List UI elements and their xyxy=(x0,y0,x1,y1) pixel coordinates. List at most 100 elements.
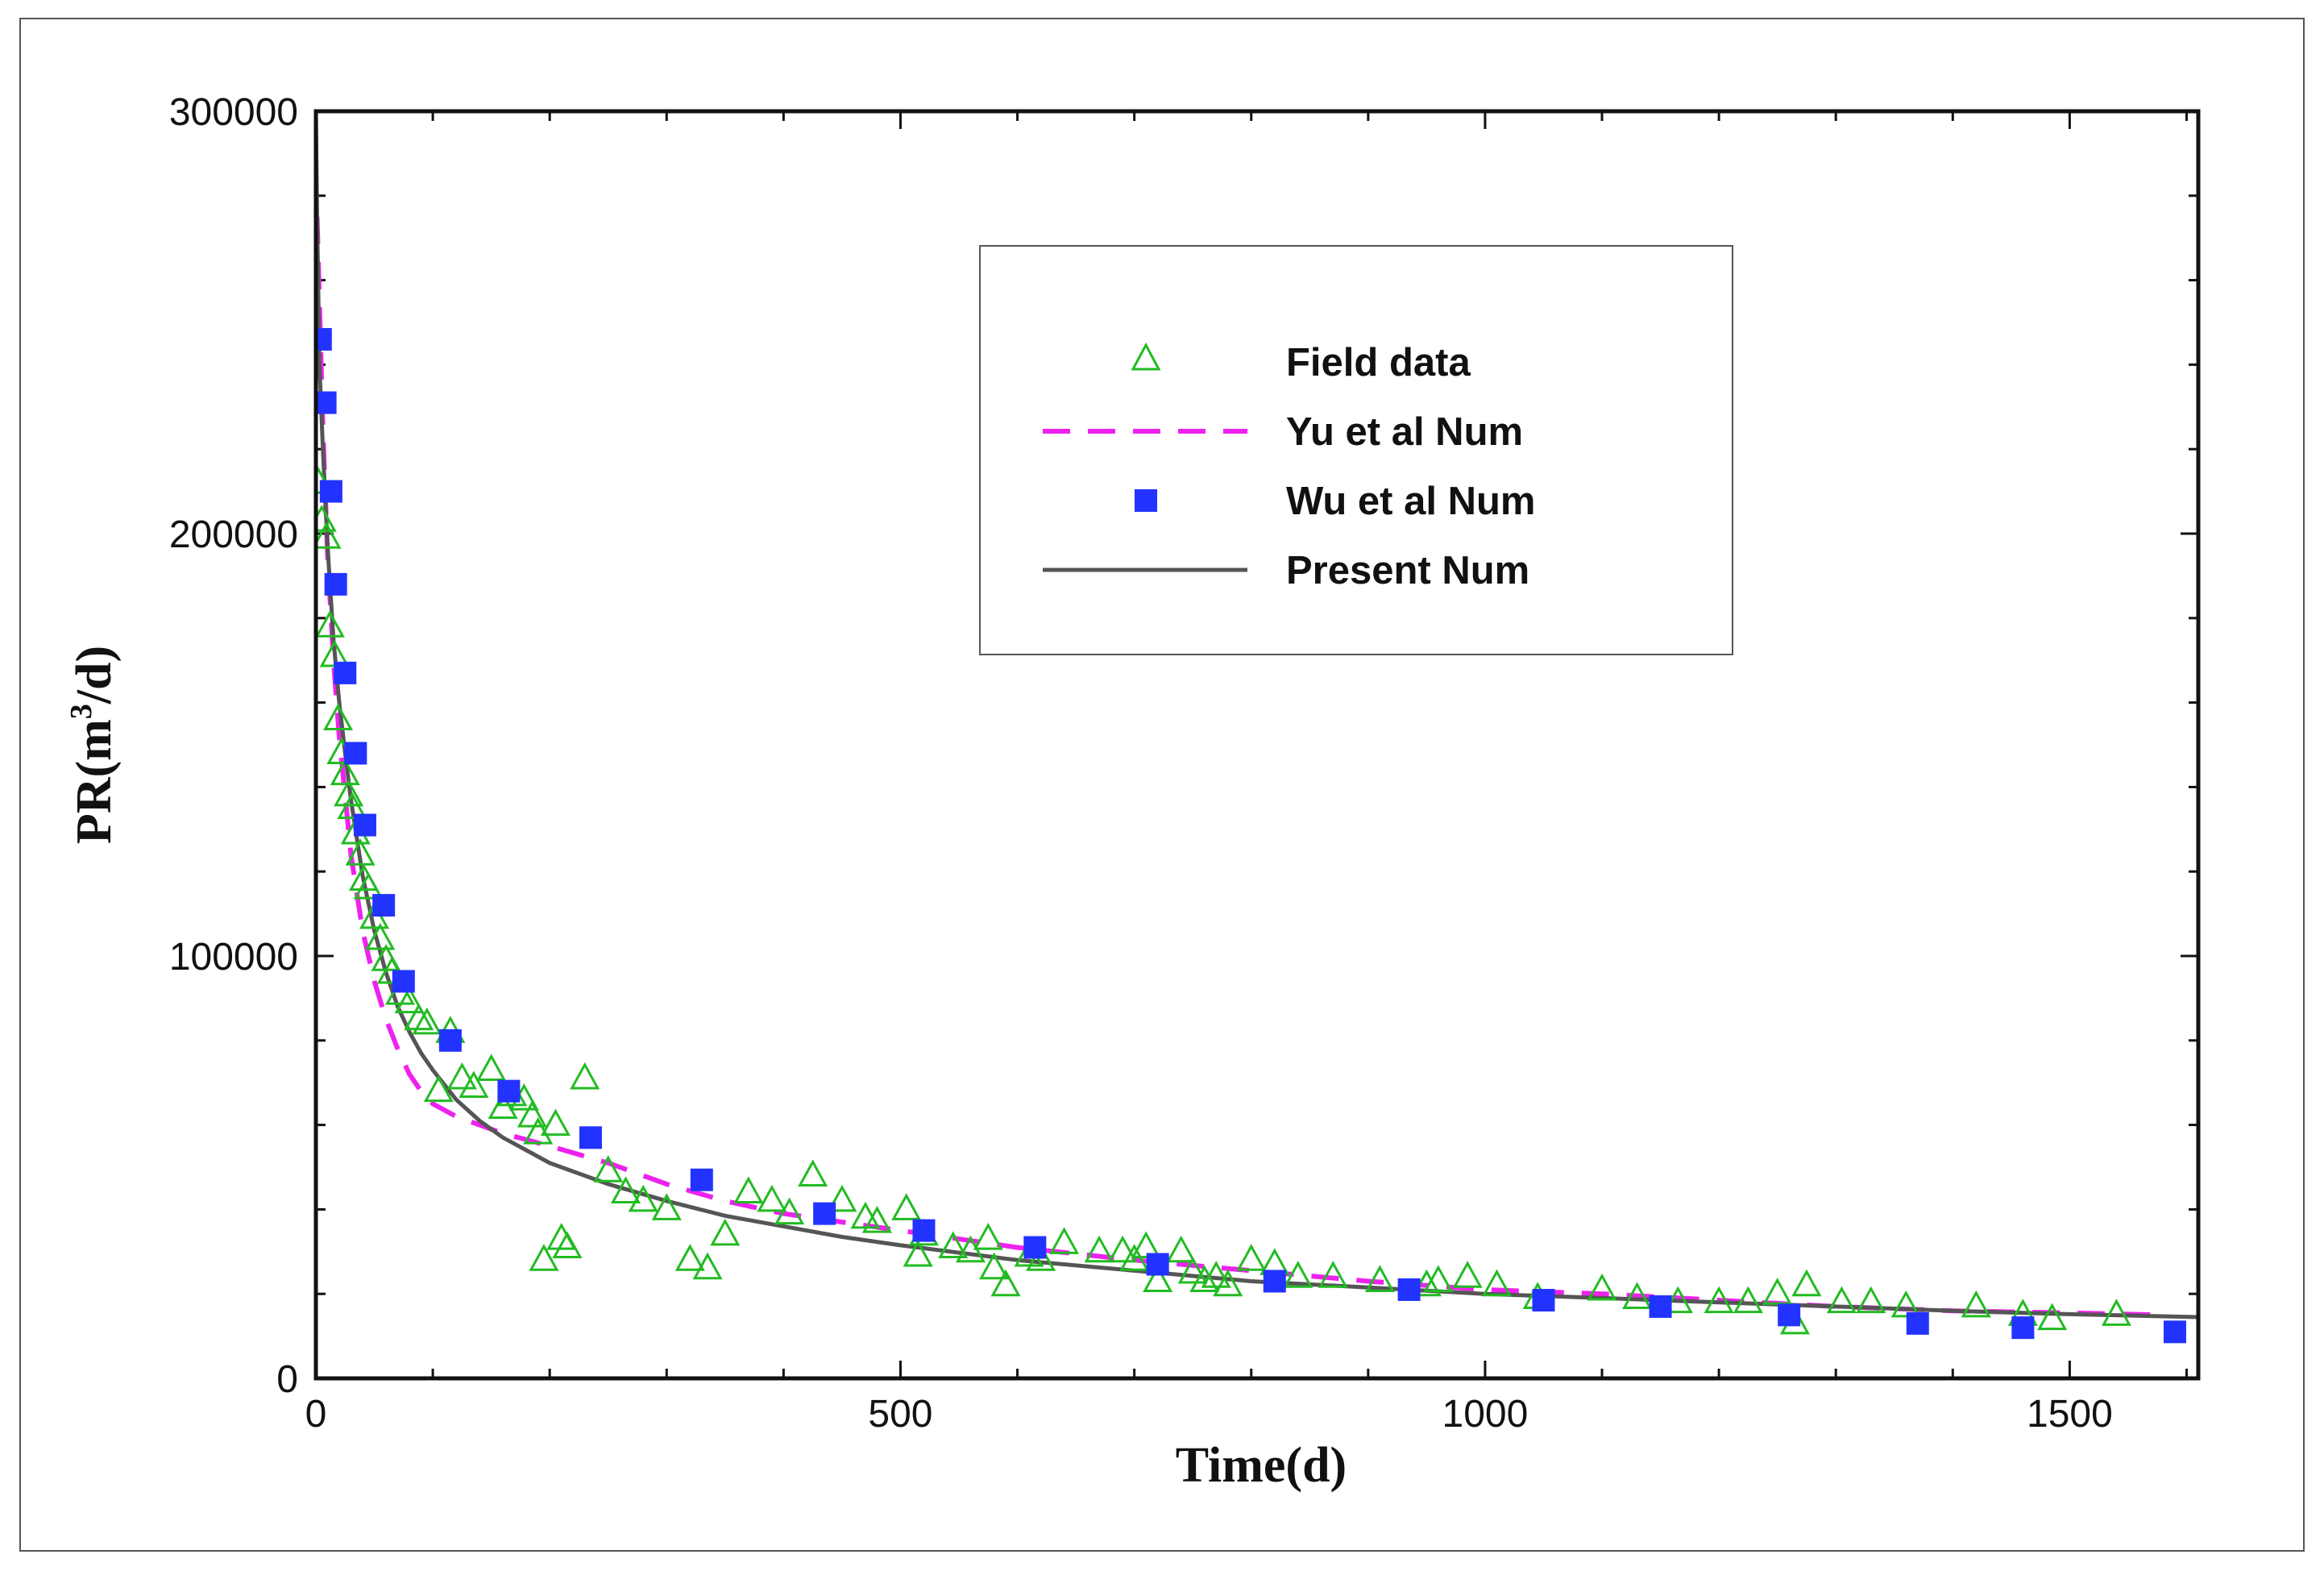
wu-et-al-point xyxy=(314,391,337,414)
legend-label-present: Present Num xyxy=(1286,549,1529,592)
x-tick-label: 500 xyxy=(868,1393,932,1436)
field-data-point xyxy=(1236,1244,1267,1271)
field-data-point xyxy=(1049,1227,1080,1254)
field-data-point xyxy=(570,1062,600,1090)
field-data-point xyxy=(1704,1286,1734,1314)
field-data-point xyxy=(353,872,384,900)
field-data-point xyxy=(1131,1231,1161,1259)
field-data-point xyxy=(827,1184,857,1212)
field-data-point xyxy=(1856,1286,1886,1314)
wu-et-al-point xyxy=(1906,1311,1929,1335)
wu-et-al-point xyxy=(1146,1253,1169,1276)
wu-et-al-point xyxy=(912,1219,936,1242)
field-data-point xyxy=(733,1176,764,1203)
legend-box xyxy=(979,245,1733,655)
y-axis-title: PR(m3/d) xyxy=(64,646,122,844)
field-data-point xyxy=(423,1074,454,1103)
wu-et-al-point xyxy=(334,661,357,684)
wu-et-al-point xyxy=(690,1168,713,1191)
field-data-point xyxy=(1201,1261,1231,1288)
field-data-point xyxy=(314,505,337,532)
field-data-point xyxy=(540,1108,571,1137)
field-data-point xyxy=(610,1176,641,1203)
field-data-points xyxy=(314,467,2131,1335)
field-data-point xyxy=(774,1197,805,1225)
wu-et-al-point xyxy=(353,813,376,837)
plot-area xyxy=(314,110,2199,1344)
field-data-point xyxy=(710,1218,741,1246)
wu-et-al-point xyxy=(1532,1289,1555,1312)
legend: Field data Yu et al Num Wu et al Num Pre… xyxy=(979,245,1733,655)
y-tick-label: 300000 xyxy=(169,91,298,134)
legend-label-wu: Wu et al Num xyxy=(1286,480,1535,523)
field-data-point xyxy=(345,838,376,866)
field-data-point xyxy=(1452,1261,1483,1288)
wu-et-al-point xyxy=(2011,1316,2035,1340)
field-data-point xyxy=(1166,1235,1197,1263)
field-data-point xyxy=(674,1244,705,1271)
field-data-point xyxy=(1189,1265,1220,1292)
field-data-point xyxy=(978,1252,1010,1280)
wu-et-al-point xyxy=(344,742,367,765)
field-data-point xyxy=(2037,1303,2068,1331)
y-tick-labels: 0 100000 200000 300000 xyxy=(169,91,298,1401)
wu-et-al-point xyxy=(1649,1295,1672,1318)
wu-et-al-point xyxy=(2163,1320,2186,1344)
field-data-point xyxy=(1587,1273,1617,1301)
field-data-point xyxy=(1762,1278,1793,1305)
field-data-point xyxy=(529,1244,559,1271)
field-data-point xyxy=(2101,1299,2131,1326)
wu-et-al-point xyxy=(1263,1270,1286,1293)
field-data-point xyxy=(1364,1265,1395,1292)
y-tick-label: 200000 xyxy=(169,513,298,556)
field-data-point xyxy=(334,779,364,807)
wu-et-al-point xyxy=(438,1029,462,1052)
field-data-point xyxy=(593,1155,624,1182)
legend-triangle-icon xyxy=(1131,342,1161,371)
field-data-point xyxy=(1826,1286,1857,1314)
field-data-point xyxy=(330,758,360,786)
field-data-point xyxy=(394,986,425,1014)
field-data-point xyxy=(412,1007,442,1035)
field-data-point xyxy=(1481,1269,1512,1297)
wu-et-al-point xyxy=(392,970,415,993)
x-tick-label: 1000 xyxy=(1442,1393,1529,1436)
field-data-point xyxy=(757,1184,787,1212)
field-data-point xyxy=(1622,1282,1653,1309)
field-data-point xyxy=(1961,1290,1991,1318)
field-data-point xyxy=(990,1269,1021,1297)
legend-label-field: Field data xyxy=(1286,341,1471,384)
wu-et-al-point xyxy=(497,1079,521,1103)
field-data-point xyxy=(404,1003,434,1031)
field-data-point xyxy=(861,1206,892,1233)
field-data-point xyxy=(891,1193,922,1220)
wu-et-al-point xyxy=(1023,1236,1047,1259)
y-tick-label: 100000 xyxy=(169,936,298,979)
field-data-point xyxy=(459,1070,489,1098)
wu-et-al-point xyxy=(1397,1278,1421,1301)
legend-label-yu: Yu et al Num xyxy=(1286,410,1523,454)
field-data-point xyxy=(692,1252,723,1280)
field-data-point xyxy=(628,1184,658,1212)
field-data-point xyxy=(1084,1235,1114,1263)
field-data-point xyxy=(314,610,345,638)
field-data-point xyxy=(1107,1235,1138,1263)
wu-et-al-points xyxy=(314,327,2186,1344)
wu-et-al-point xyxy=(314,327,332,351)
x-tick-label: 0 xyxy=(305,1393,327,1436)
legend-square-icon xyxy=(1135,489,1157,512)
field-data-point xyxy=(798,1159,828,1187)
field-data-point xyxy=(314,522,342,549)
field-data-point xyxy=(1283,1261,1313,1288)
field-data-point xyxy=(1733,1286,1763,1314)
field-data-point xyxy=(938,1231,969,1259)
field-data-point xyxy=(1890,1290,1921,1318)
x-axis-title: Time(d) xyxy=(1176,1438,1347,1493)
plot-box xyxy=(313,109,2201,1381)
field-data-point xyxy=(973,1222,1003,1250)
field-data-point xyxy=(476,1054,507,1081)
wu-et-al-point xyxy=(813,1202,836,1225)
field-data-point xyxy=(1143,1265,1173,1292)
field-data-point xyxy=(552,1231,583,1259)
